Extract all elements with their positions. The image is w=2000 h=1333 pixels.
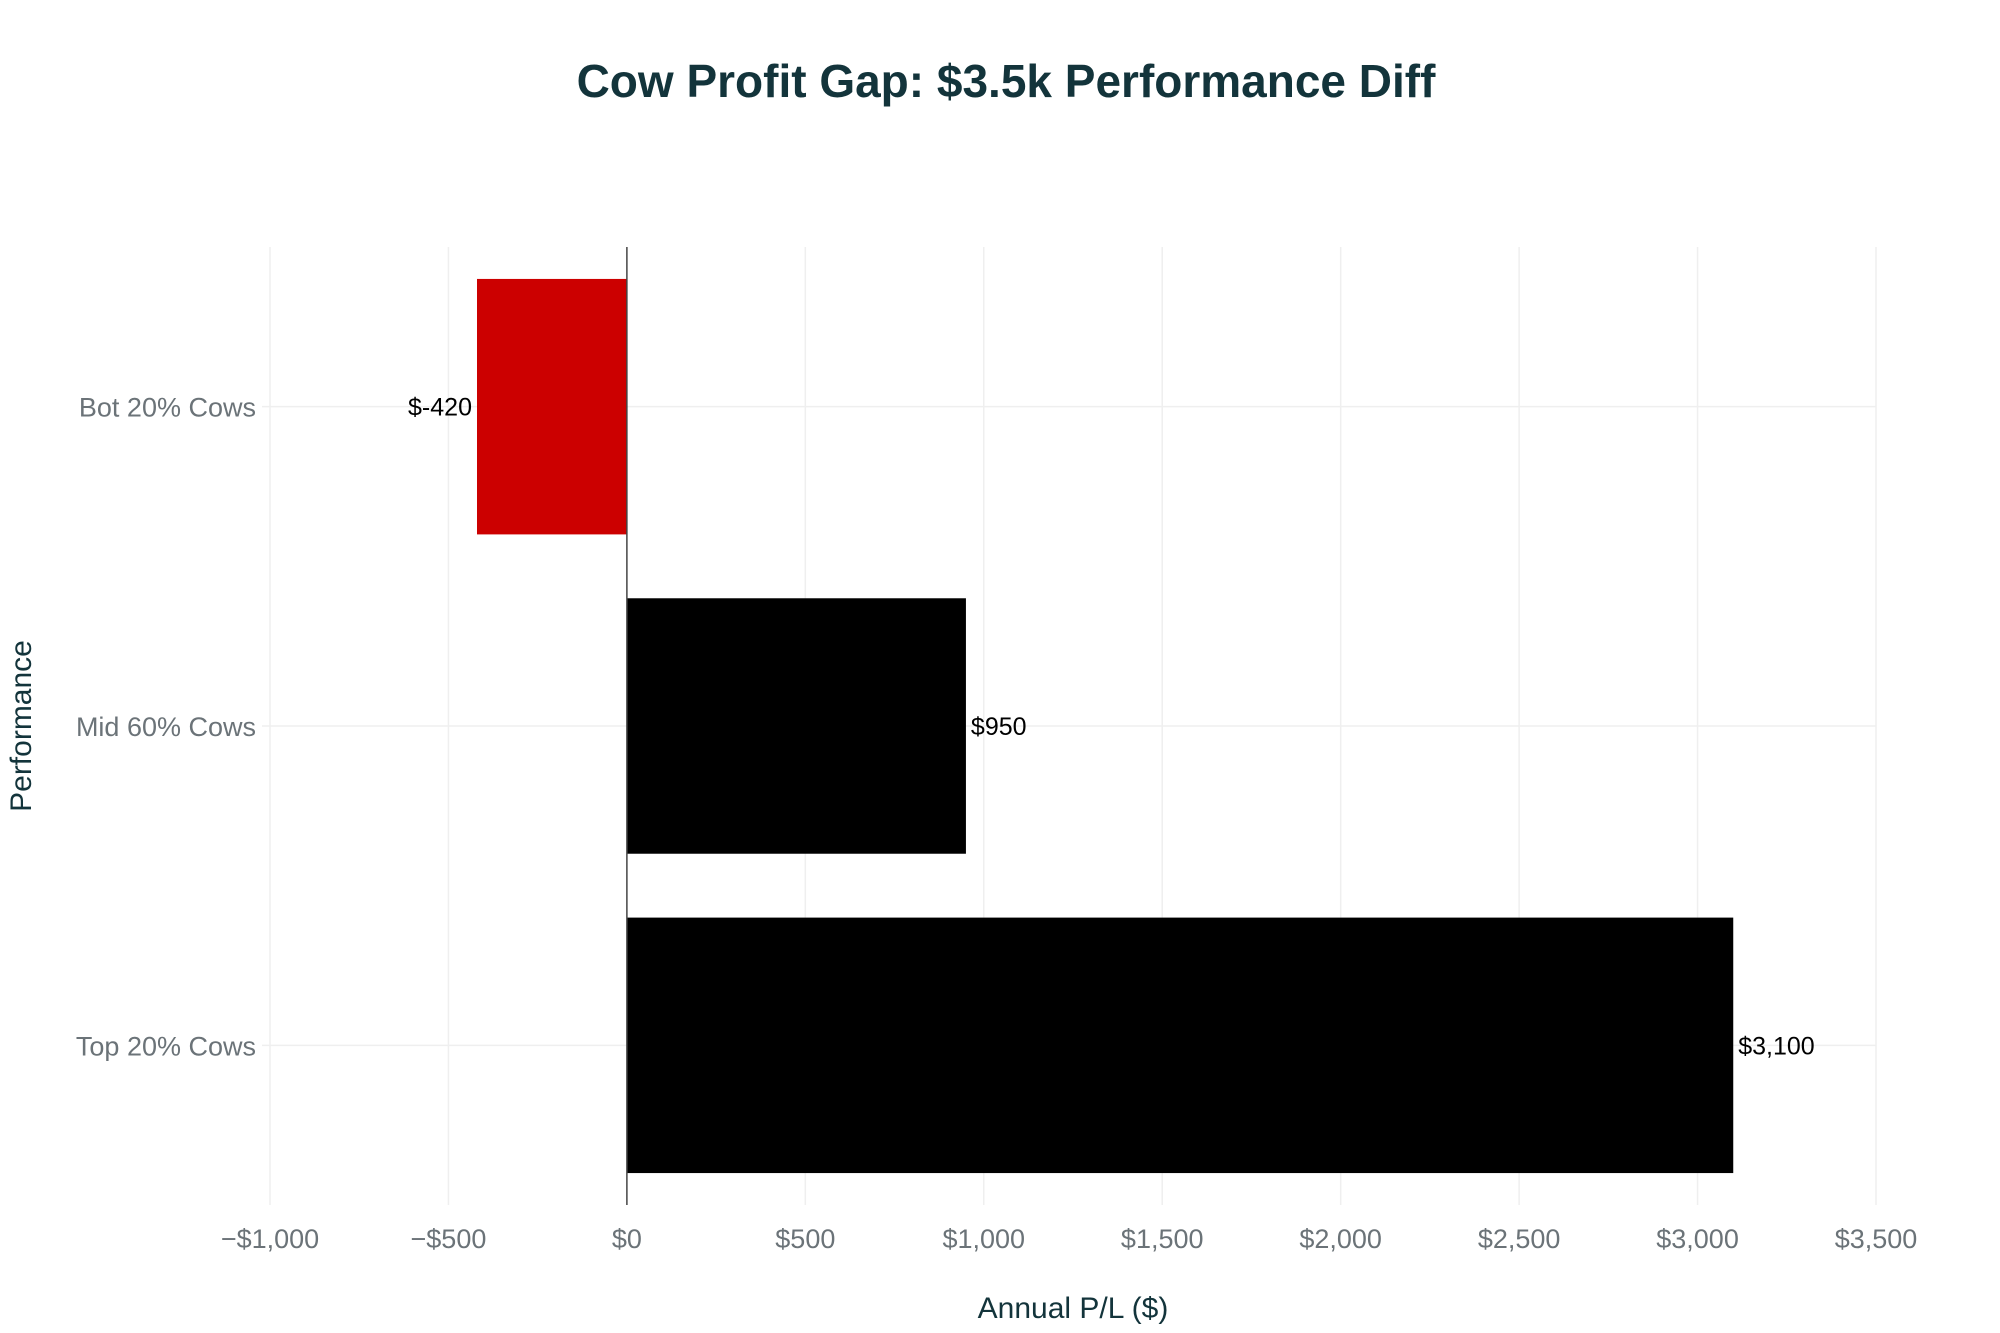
- data-label: $950: [971, 713, 1027, 741]
- y-tick-label: Top 20% Cows: [76, 1031, 256, 1061]
- x-tick-label: $0: [612, 1224, 642, 1254]
- x-tick-label: $500: [775, 1224, 835, 1254]
- y-tick-label: Mid 60% Cows: [76, 712, 256, 742]
- x-tick-label: −$500: [411, 1224, 487, 1254]
- bar: [626, 917, 1734, 1174]
- y-axis-title: Performance: [5, 640, 38, 812]
- data-label: $-420: [408, 394, 472, 422]
- x-tick-label: −$1,000: [221, 1224, 319, 1254]
- x-tick-label: $1,500: [1121, 1224, 1204, 1254]
- y-tick-label: Bot 20% Cows: [79, 393, 256, 423]
- bars: $3,100 $950 $-420: [408, 247, 1815, 1205]
- chart-title: Cow Profit Gap: $3.5k Performance Diff: [577, 55, 1437, 107]
- x-axis-ticks: −$1,000 −$500 $0 $500 $1,000 $1,500 $2,000 $2,5…: [221, 1224, 1917, 1254]
- x-tick-label: $3,500: [1835, 1224, 1918, 1254]
- x-tick-label: $3,000: [1656, 1224, 1739, 1254]
- x-axis-title: Annual P/L ($): [978, 1292, 1169, 1325]
- data-label: $3,100: [1738, 1032, 1814, 1060]
- x-tick-label: $1,000: [942, 1224, 1025, 1254]
- y-axis-ticks: Top 20% Cows Mid 60% Cows Bot 20% Cows: [76, 393, 256, 1062]
- bar: [476, 278, 627, 535]
- x-tick-label: $2,500: [1478, 1224, 1561, 1254]
- x-tick-label: $2,000: [1299, 1224, 1382, 1254]
- bar: [626, 598, 966, 854]
